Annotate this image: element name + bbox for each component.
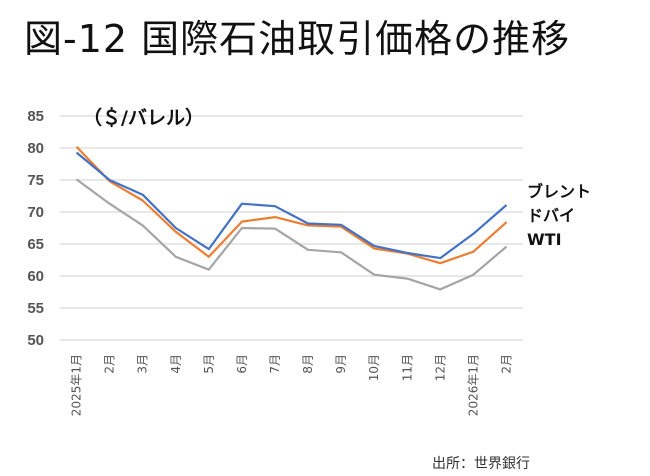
legend-label: ドバイ: [527, 206, 575, 225]
legend-label: WTI: [527, 230, 562, 249]
x-tick-label: 3月: [136, 354, 150, 374]
x-tick-label: 2026年1月: [466, 354, 480, 416]
chart-title: 図-12 国際石油取引価格の推移: [24, 17, 571, 61]
y-tick-label: 75: [27, 172, 44, 189]
y-axis-ticks: 50 55 60 65 70 75 80 85: [27, 108, 44, 349]
x-tick-label: 2月: [103, 354, 117, 374]
x-tick-label: 6月: [235, 354, 249, 374]
y-tick-label: 80: [27, 140, 44, 157]
source-note: 出所：世界銀行: [432, 456, 530, 472]
series-line-wti: [75, 178, 508, 291]
x-tick-label: 11月: [400, 354, 414, 381]
x-axis-ticks: 2025年1月 2月 3月 4月 5月 6月 7月 8月 9月 10月 11月 12月 2026年1月 2…: [70, 354, 514, 416]
x-tick-label: 4月: [169, 354, 183, 374]
y-tick-label: 85: [27, 108, 44, 125]
gridlines: [60, 115, 523, 341]
x-tick-label: 5月: [202, 354, 216, 374]
y-tick-label: 65: [27, 236, 44, 253]
x-tick-label: 2025年1月: [70, 354, 84, 416]
y-tick-label: 55: [27, 300, 44, 317]
series-lines: [75, 145, 508, 291]
y-tick-label: 60: [27, 268, 44, 285]
legend-label: ブレント: [527, 182, 591, 201]
series-line-dubai: [75, 145, 508, 265]
x-tick-label: 10月: [367, 354, 381, 381]
y-tick-label: 50: [27, 332, 44, 349]
unit-label: （＄/バレル）: [83, 106, 204, 129]
x-tick-label: 12月: [433, 354, 447, 381]
series-line-brent: [75, 151, 508, 260]
y-tick-label: 70: [27, 204, 44, 221]
x-tick-label: 9月: [334, 354, 348, 374]
x-tick-label: 8月: [301, 354, 315, 374]
x-tick-label: 7月: [268, 354, 282, 374]
x-tick-label: 2月: [499, 354, 513, 374]
